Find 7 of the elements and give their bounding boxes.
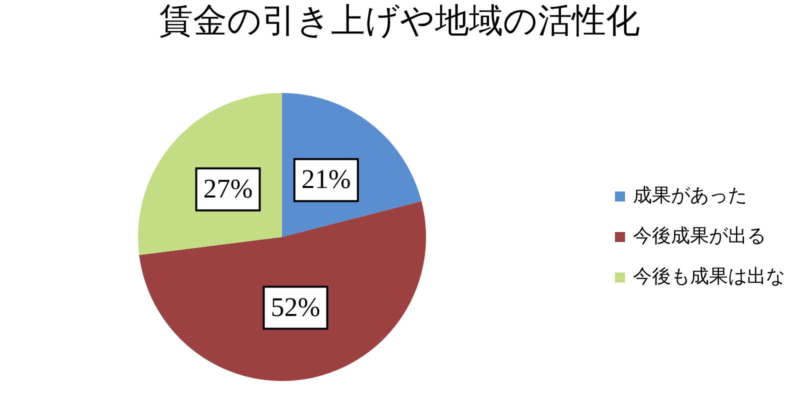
data-label: 21% xyxy=(301,164,351,194)
chart-title: 賃金の引き上げや地域の活性化 xyxy=(159,2,640,40)
legend-label: 成果があった xyxy=(633,184,747,206)
data-label: 52% xyxy=(270,292,320,322)
legend-label: 今後も成果は出な xyxy=(633,265,785,288)
data-label: 27% xyxy=(203,173,253,204)
legend-label: 今後成果が出る xyxy=(633,224,766,247)
